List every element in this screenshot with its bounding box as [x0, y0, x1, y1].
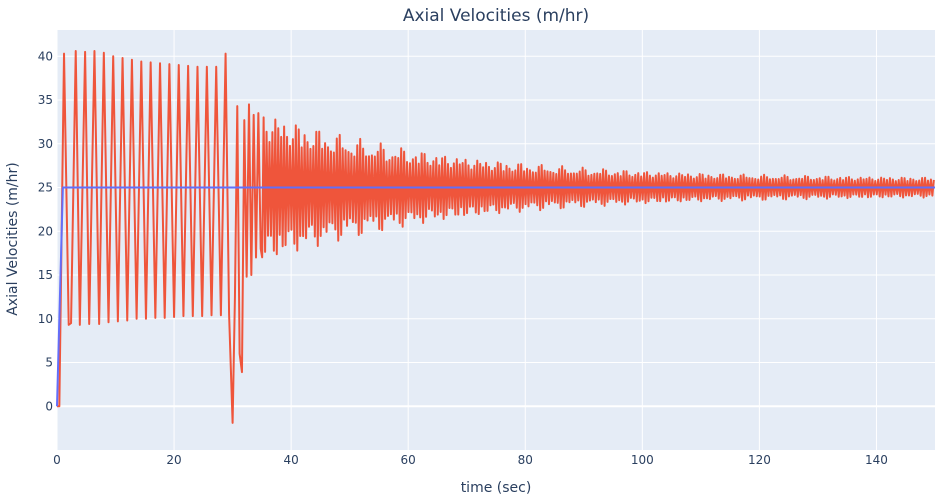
series-lines	[56, 50, 935, 424]
y-tick-label: 20	[38, 224, 53, 238]
y-tick-label: 0	[45, 399, 53, 413]
x-tick-label: 20	[166, 453, 181, 467]
y-tick-label: 10	[38, 312, 53, 326]
series-line-blue	[56, 186, 935, 407]
y-tick-label: 15	[38, 268, 53, 282]
y-tick-label: 40	[38, 49, 53, 63]
x-tick-labels: 0 20 40 60 80 100 120 140	[53, 453, 888, 467]
x-tick-label: 80	[518, 453, 533, 467]
x-tick-label: 40	[283, 453, 298, 467]
x-axis-title: time (sec)	[461, 480, 532, 495]
x-tick-label: 60	[401, 453, 416, 467]
series-line-orange	[57, 50, 935, 424]
chart-title: Axial Velocities (m/hr)	[403, 6, 589, 26]
y-tick-label: 25	[38, 181, 53, 195]
y-axis-title: Axial Velocities (m/hr)	[5, 162, 21, 315]
y-tick-label: 30	[38, 137, 53, 151]
x-tick-label: 140	[865, 453, 888, 467]
x-tick-label: 0	[53, 453, 61, 467]
x-tick-label: 120	[748, 453, 771, 467]
y-tick-labels: 0 5 10 15 20 25 30 35 40	[38, 49, 53, 413]
y-tick-label: 5	[45, 356, 53, 370]
x-tick-label: 100	[631, 453, 654, 467]
y-tick-label: 35	[38, 93, 53, 107]
